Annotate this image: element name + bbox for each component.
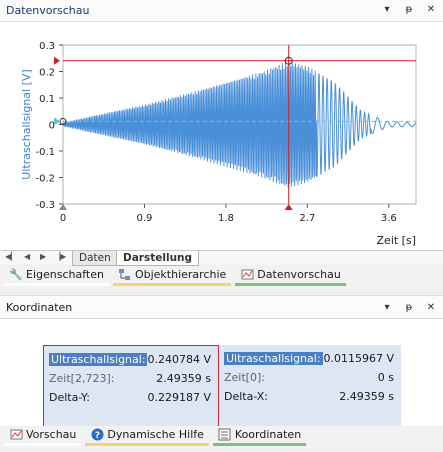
prev-sheet-icon[interactable]: ◀ (24, 252, 31, 261)
x-tick-label: 1.8 (218, 213, 234, 224)
coordinates-icon (218, 428, 232, 442)
coord-label: Zeit[0]: (224, 371, 265, 384)
next-sheet-icon[interactable]: ▶ (40, 252, 47, 261)
coord-value: 0.240784 V (147, 353, 211, 366)
coord-row: Zeit[0]: 0 s (222, 368, 398, 387)
sheet-tabstrip: ◀▏ ◀ ▶ ▕▶ Daten Darstellung (0, 250, 443, 266)
x-tick-label: 0.9 (137, 213, 153, 224)
tab-dynamische-hilfe[interactable]: ? Dynamische Hilfe (85, 426, 209, 446)
close-icon[interactable]: ✕ (426, 4, 436, 15)
y-tick-label: 0.1 (39, 94, 55, 105)
x-axis-label: Zeit [s] (377, 234, 416, 247)
coord-row: Delta-X: 2.49359 s (222, 387, 398, 406)
coord-label: Zeit[2,723]: (49, 372, 115, 385)
reference-coordinates-box: Ultraschallsignal: 0.0115967 V Zeit[0]: … (219, 345, 401, 429)
tab-label: Koordinaten (234, 428, 302, 441)
bottom-toolwindow-tabs: Vorschau ? Dynamische Hilfe Koordinaten (0, 426, 443, 450)
preview-icon (240, 268, 254, 282)
coord-label: Ultraschallsignal: (49, 353, 148, 366)
pin-icon[interactable]: ᵽ (405, 302, 413, 313)
tab-objekthierarchie[interactable]: Objekthierarchie (112, 266, 232, 286)
cursor-x-handle (284, 204, 293, 210)
tab-label: Dynamische Hilfe (107, 428, 204, 441)
hierarchy-icon (118, 268, 132, 282)
close-icon[interactable]: ✕ (426, 302, 436, 313)
tab-koordinaten[interactable]: Koordinaten (212, 426, 307, 446)
y-tick-label: -0.3 (35, 200, 55, 211)
cursor-marker (284, 56, 293, 65)
coord-value: 2.49359 s (156, 372, 211, 385)
coordinates-area: Ultraschallsignal: 0.240784 V Zeit[2,723… (0, 319, 443, 429)
signal-chart[interactable]: 0.3 0.2 0.1 0 -0.1 -0.2 -0.3 0 0.9 1.8 2.7 3.6 Ultra… (0, 22, 443, 250)
first-sheet-icon[interactable]: ◀▏ (5, 252, 18, 261)
tab-label: Vorschau (26, 428, 77, 441)
preview-icon (9, 428, 23, 442)
panel-title: Koordinaten (6, 300, 73, 314)
coord-row: Zeit[2,723]: 2.49359 s (47, 369, 215, 388)
tab-daten[interactable]: Daten (72, 251, 118, 266)
dropdown-icon[interactable]: ▾ (384, 302, 390, 313)
coord-label: Delta-Y: (49, 391, 90, 404)
chart-area[interactable]: 0.3 0.2 0.1 0 -0.1 -0.2 -0.3 0 0.9 1.8 2.7 3.6 Ultra… (0, 22, 443, 250)
coord-value: 0.0115967 V (323, 352, 394, 365)
reference-y-handle (54, 117, 60, 126)
panel-title: Datenvorschau (6, 4, 90, 17)
signal-series-line (62, 61, 417, 188)
reference-x-handle (59, 204, 67, 210)
last-sheet-icon[interactable]: ▕▶ (54, 252, 67, 261)
dropdown-icon[interactable]: ▾ (384, 4, 390, 15)
koordinaten-header: Koordinaten ▾ ᵽ ✕ (0, 295, 443, 319)
coord-label: Delta-X: (224, 390, 269, 403)
x-tick-label: 2.7 (299, 213, 315, 224)
coord-value: 2.49359 s (339, 390, 394, 403)
tab-vorschau[interactable]: Vorschau (4, 426, 82, 446)
coord-value: 0 s (377, 371, 394, 384)
y-tick-label: -0.1 (35, 147, 55, 158)
tab-label: Datenvorschau (257, 268, 341, 281)
coord-label: Ultraschallsignal: (224, 352, 323, 365)
tab-datenvorschau[interactable]: Datenvorschau (235, 266, 346, 286)
tab-label: Eigenschaften (26, 268, 104, 281)
tab-darstellung[interactable]: Darstellung (116, 251, 200, 266)
top-toolwindow-tabs: 🔧 Eigenschaften Objekthierarchie Datenvo… (0, 266, 443, 290)
tab-eigenschaften[interactable]: 🔧 Eigenschaften (4, 266, 109, 286)
coord-value: 0.229187 V (147, 391, 211, 404)
coord-row: Ultraschallsignal: 0.0115967 V (222, 349, 398, 368)
tab-label: Objekthierarchie (134, 268, 227, 281)
coord-row: Ultraschallsignal: 0.240784 V (47, 350, 215, 369)
svg-text:?: ? (95, 431, 100, 441)
y-tick-label: 0 (49, 121, 55, 132)
pin-icon[interactable]: ᵽ (405, 4, 413, 15)
y-tick-label: 0.3 (39, 41, 55, 52)
wrench-icon: 🔧 (9, 268, 23, 281)
cursor-y-handle (54, 56, 60, 65)
x-tick-label: 3.6 (381, 213, 397, 224)
coord-row: Delta-Y: 0.229187 V (47, 388, 215, 407)
datenvorschau-header: Datenvorschau ▾ ᵽ ✕ (0, 0, 443, 22)
x-tick-label: 0 (60, 213, 66, 224)
cursor-coordinates-box: Ultraschallsignal: 0.240784 V Zeit[2,723… (43, 345, 219, 429)
help-icon: ? (90, 428, 104, 442)
y-tick-label: 0.2 (39, 68, 55, 79)
y-tick-label: -0.2 (35, 174, 55, 185)
y-axis-label: Ultraschallsignal [V] (20, 69, 33, 179)
